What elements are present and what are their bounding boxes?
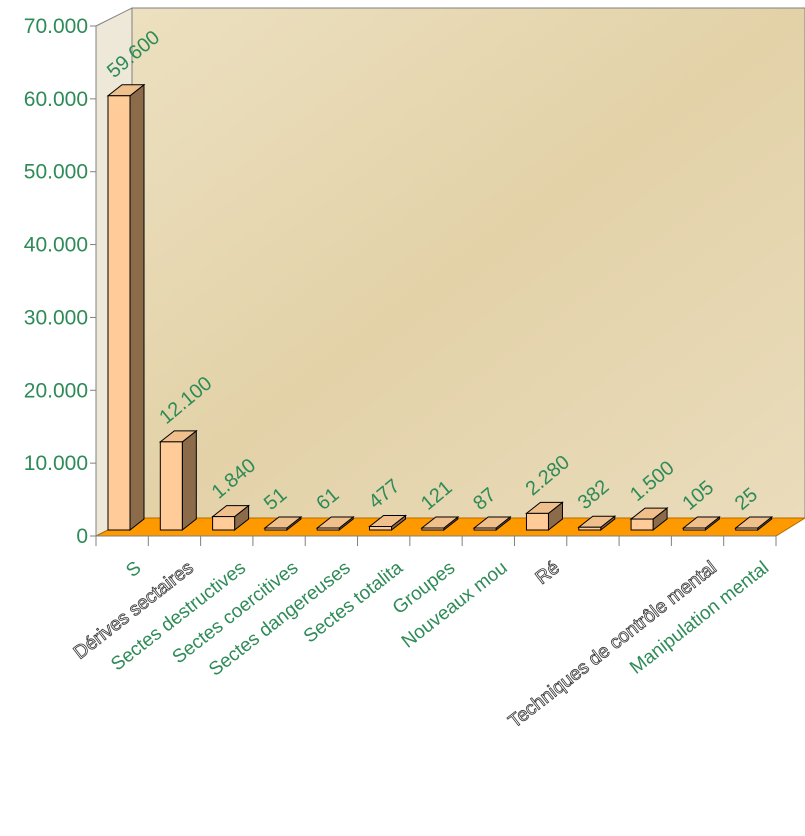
- bar-side: [129, 83, 145, 532]
- bar-side: [181, 429, 197, 532]
- back-wall: [131, 7, 805, 519]
- y-tick-label: 40.000: [24, 234, 88, 257]
- category-label: S: [122, 557, 145, 581]
- bar: [735, 527, 759, 531]
- y-tick-label: 30.000: [24, 306, 88, 329]
- bar: [421, 527, 445, 531]
- y-tick-label: 70.000: [24, 15, 88, 38]
- y-tick-label: 0: [76, 525, 88, 548]
- y-tick-label: 50.000: [24, 161, 88, 184]
- bar: [107, 95, 131, 531]
- bar: [473, 527, 497, 531]
- bar: [369, 526, 393, 531]
- bar: [578, 526, 602, 531]
- y-tick-label: 60.000: [24, 88, 88, 111]
- bar: [682, 527, 706, 531]
- bar: [212, 516, 236, 531]
- bar: [630, 518, 654, 531]
- bar: [316, 527, 340, 531]
- y-tick-label: 20.000: [24, 379, 88, 402]
- bar: [159, 441, 183, 531]
- y-tick-label: 10.000: [24, 452, 88, 475]
- category-label: Ré: [532, 557, 564, 589]
- bar: [525, 512, 549, 531]
- bar: [264, 527, 288, 531]
- category-label: Techniques de contrôle mental: [505, 557, 721, 732]
